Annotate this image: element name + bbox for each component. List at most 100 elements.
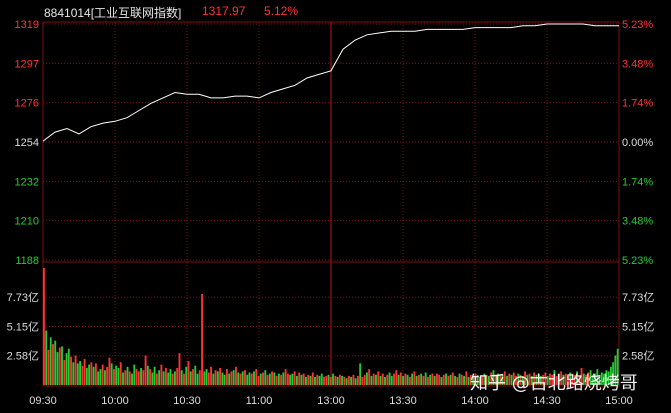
volume-bar (149, 369, 152, 385)
volume-bar (517, 373, 520, 385)
volume-bar (257, 375, 260, 385)
volume-bar (291, 373, 294, 385)
grid (42, 21, 620, 387)
volume-bar (67, 348, 70, 385)
volume-bar (539, 375, 542, 385)
volume-bar (284, 369, 287, 385)
volume-bar (567, 375, 569, 385)
volume-bar (542, 374, 545, 385)
volume-bar (72, 362, 75, 385)
volume-bar (474, 373, 477, 385)
volume-bar (499, 375, 502, 385)
volume-bar (305, 377, 307, 385)
volume-bar (485, 374, 488, 385)
price-series-line (42, 23, 619, 142)
volume-bar (361, 377, 364, 385)
volume-bar (135, 369, 138, 385)
volume-bar (433, 375, 436, 385)
volume-bar (246, 374, 249, 385)
volume-tick-label-right: 2.58亿 (622, 350, 654, 363)
time-tick-label: 09:30 (29, 395, 57, 407)
volume-bar (399, 372, 402, 385)
volume-bar (54, 340, 57, 385)
time-tick-label: 13:00 (317, 395, 345, 407)
volume-bar (329, 377, 332, 385)
volume-bar (406, 374, 409, 385)
volume-bar (74, 355, 77, 385)
index-name: 8841014[工业互联网指数] (44, 6, 182, 20)
volume-bar (225, 369, 228, 385)
volume-bar (381, 373, 384, 385)
volume-bar (573, 374, 576, 385)
volume-bar (280, 374, 283, 385)
volume-bar (594, 373, 597, 385)
volume-bar (83, 358, 86, 385)
volume-bar (241, 371, 244, 385)
volume-bar (169, 369, 172, 385)
volume-tick-label-right: 7.73亿 (622, 291, 654, 304)
volume-bar (564, 373, 567, 385)
volume-bar (334, 375, 337, 385)
volume-bar (465, 371, 468, 385)
volume-bar (115, 365, 118, 385)
volume-bar (65, 353, 68, 385)
volume-bar (158, 370, 161, 385)
volume-bar (393, 373, 395, 385)
volume-bar (92, 366, 95, 385)
volume-bar (487, 375, 490, 385)
volume-bar (609, 366, 612, 385)
volume-bar (347, 375, 350, 385)
volume-bar (70, 356, 72, 385)
volume-bar (551, 374, 554, 385)
volume-bar (79, 361, 81, 385)
volume-bar (286, 373, 289, 385)
volume-bar (237, 372, 240, 385)
volume-bar (205, 369, 208, 385)
volume-bar (110, 363, 113, 385)
volume-bar (420, 373, 423, 385)
volume-bar (162, 371, 165, 385)
volume-bar (52, 344, 54, 385)
volume-bar (386, 374, 389, 385)
volume-bar (282, 372, 285, 385)
volume-bar (45, 330, 48, 385)
time-tick-label: 14:30 (533, 395, 561, 407)
volume-bar (390, 375, 393, 385)
volume-bar (343, 377, 346, 385)
volume-bar (612, 362, 615, 385)
volume-bar (585, 374, 587, 385)
volume-bar (562, 374, 565, 385)
volume-bar (58, 347, 61, 385)
price-line (42, 23, 619, 142)
volume-bar (449, 374, 452, 385)
volume-bar (492, 370, 495, 385)
volume-bar (212, 373, 215, 385)
volume-bar (232, 370, 235, 385)
volume-bar (268, 373, 271, 385)
price-tick-label: 1232 (15, 176, 39, 188)
volume-bar (63, 360, 66, 385)
volume-bar (164, 368, 167, 385)
volume-bar (442, 374, 445, 385)
volume-bar (219, 368, 222, 385)
volume-bar (230, 371, 233, 385)
volume-bar (146, 365, 149, 385)
volume-bar (311, 372, 314, 385)
volume-bar (555, 375, 558, 385)
volume-bar (253, 371, 255, 385)
volume-bar (264, 370, 267, 385)
volume-bar (544, 372, 547, 385)
time-tick-label: 15:00 (605, 395, 633, 407)
volume-bar (153, 366, 156, 385)
volume-bar (189, 371, 192, 385)
volume-bar (377, 371, 380, 385)
volume-bar (528, 373, 531, 385)
volume-bar (94, 363, 97, 385)
volume-bar (469, 374, 472, 385)
volume-bar (216, 371, 219, 385)
volume-bar (239, 373, 242, 385)
volume-bar (140, 368, 142, 385)
volume-bar (194, 365, 197, 385)
volume-bar (338, 374, 341, 385)
